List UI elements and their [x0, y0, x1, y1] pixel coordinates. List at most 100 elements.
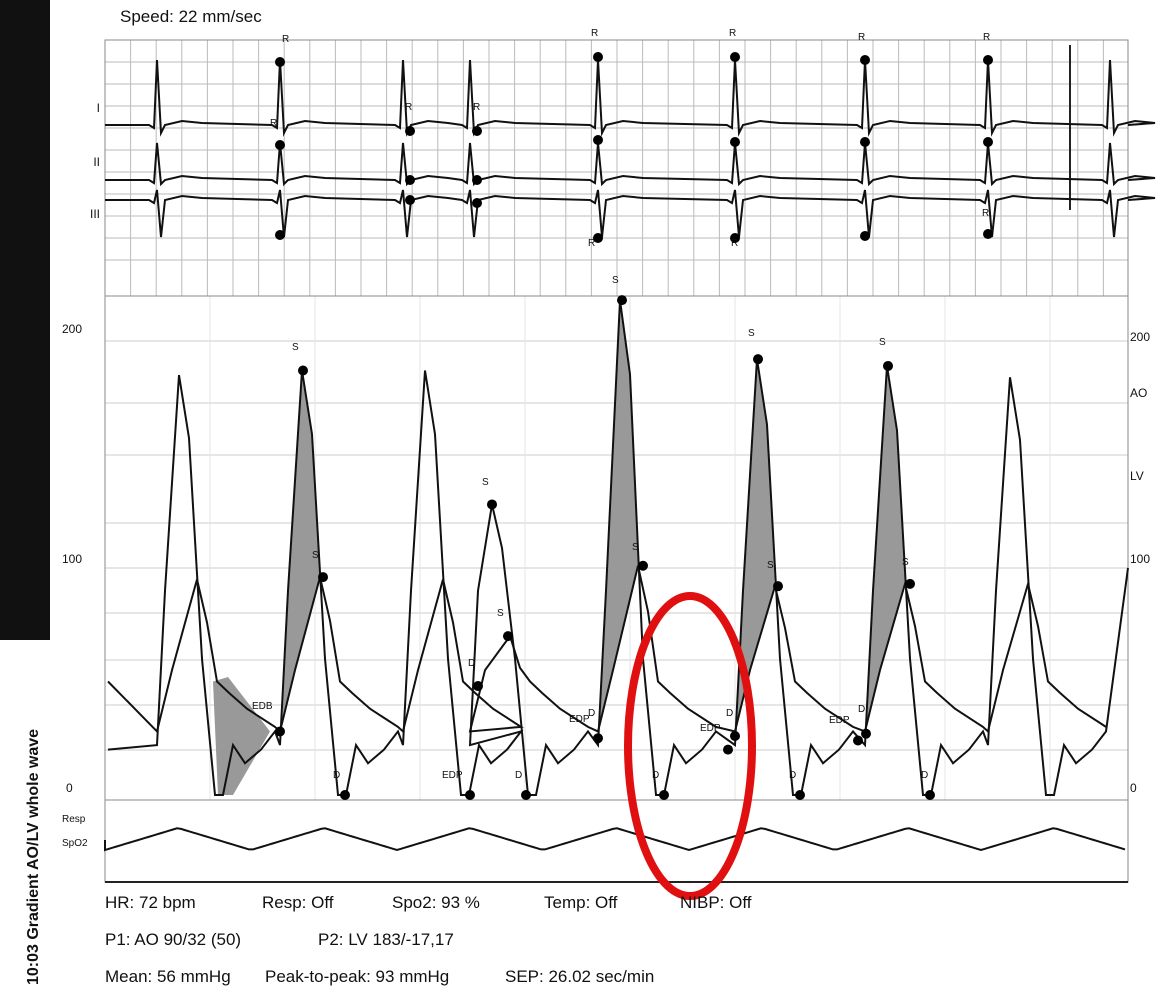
marker-dot — [773, 581, 783, 592]
side-image-strip — [0, 0, 50, 640]
gradient-area — [600, 300, 638, 727]
label: 0 — [1130, 781, 1137, 795]
label: D — [652, 770, 659, 781]
label: 100 — [1130, 552, 1150, 566]
side-caption: 10:03 Gradient AO/LV whole wave — [25, 729, 42, 985]
label: NIBP: Off — [680, 893, 752, 912]
label: D — [515, 770, 522, 781]
label: III — [90, 207, 100, 221]
marker-dot — [860, 137, 870, 147]
ecg-trace — [105, 189, 1156, 238]
label: R — [982, 208, 989, 219]
resp-trace — [104, 827, 1126, 852]
marker-dot — [275, 230, 285, 240]
marker-dot — [275, 726, 285, 737]
marker-dot — [593, 135, 603, 145]
speed-label: Speed: 22 mm/sec — [120, 7, 262, 26]
label: R — [729, 28, 736, 39]
label: 100 — [62, 552, 82, 566]
label: HR: 72 bpm — [105, 893, 196, 912]
marker-dot — [860, 55, 870, 65]
gradient-area — [282, 370, 320, 727]
marker-dot — [730, 137, 740, 147]
label: 200 — [1130, 330, 1150, 344]
label: Spo2: 93 % — [392, 893, 480, 912]
marker-dot — [472, 175, 482, 185]
marker-dot — [795, 790, 805, 800]
highlight-ellipse — [624, 592, 756, 900]
label: EDP — [442, 770, 463, 781]
marker-dot — [465, 790, 475, 800]
marker-dot — [983, 55, 993, 65]
marker-dot — [472, 198, 482, 208]
gradient-area — [737, 359, 775, 727]
label: R — [983, 32, 990, 43]
label: SEP: 26.02 sec/min — [505, 967, 654, 986]
marker-dot — [318, 572, 328, 583]
label: SpO2 — [62, 838, 88, 849]
label: S — [292, 342, 299, 353]
label: S — [879, 337, 886, 348]
marker-dot — [473, 681, 483, 692]
marker-dot — [730, 730, 740, 741]
label: Resp — [62, 814, 86, 825]
label: S — [497, 608, 504, 619]
label: R — [731, 238, 738, 249]
marker-dot — [275, 57, 285, 67]
marker-dot — [883, 360, 893, 371]
marker-dot — [275, 140, 285, 150]
label: R — [282, 34, 289, 45]
label: 200 — [62, 322, 82, 336]
marker-dot — [405, 126, 415, 136]
marker-dot — [340, 790, 350, 800]
label: EDP — [700, 723, 721, 734]
ecg-trace — [105, 59, 1156, 137]
label: R — [588, 238, 595, 249]
label: D — [468, 658, 475, 669]
label: R — [270, 118, 277, 129]
label: EDB — [252, 701, 273, 712]
marker-dot — [298, 365, 308, 376]
marker-dot — [983, 229, 993, 239]
label: D — [921, 770, 928, 781]
ao-trace — [107, 565, 1107, 734]
label: S — [612, 275, 619, 286]
label: EDP — [829, 715, 850, 726]
marker-dot — [487, 499, 497, 510]
marker-dot — [659, 790, 669, 800]
label: S — [767, 560, 774, 571]
label: 0 — [66, 781, 73, 795]
marker-dot — [593, 52, 603, 62]
label: II — [93, 155, 100, 169]
label: AO — [1130, 386, 1147, 400]
label: D — [789, 770, 796, 781]
marker-dot — [723, 744, 733, 755]
marker-dot — [638, 560, 648, 571]
label: Temp: Off — [544, 893, 618, 912]
ecg-trace — [105, 142, 1156, 187]
label: S — [902, 557, 909, 568]
gradient-area — [213, 676, 270, 795]
label: Peak-to-peak: 93 mmHg — [265, 967, 449, 986]
marker-dot — [617, 295, 627, 306]
gradient-area — [867, 365, 905, 727]
grid — [104, 40, 1128, 800]
marker-dot — [521, 790, 531, 800]
label: Resp: Off — [262, 893, 334, 912]
label: LV — [1130, 469, 1144, 483]
label: R — [473, 102, 480, 113]
marker-dot — [503, 631, 513, 642]
marker-dot — [860, 231, 870, 241]
marker-dot — [472, 126, 482, 136]
label: S — [482, 477, 489, 488]
label: S — [748, 328, 755, 339]
label: D — [588, 708, 595, 719]
label: D — [333, 770, 340, 781]
marker-dot — [405, 195, 415, 205]
label: Mean: 56 mmHg — [105, 967, 231, 986]
label: P2: LV 183/-17,17 — [318, 930, 454, 949]
marker-dot — [405, 175, 415, 185]
marker-dot — [925, 790, 935, 800]
label: I — [97, 101, 100, 115]
